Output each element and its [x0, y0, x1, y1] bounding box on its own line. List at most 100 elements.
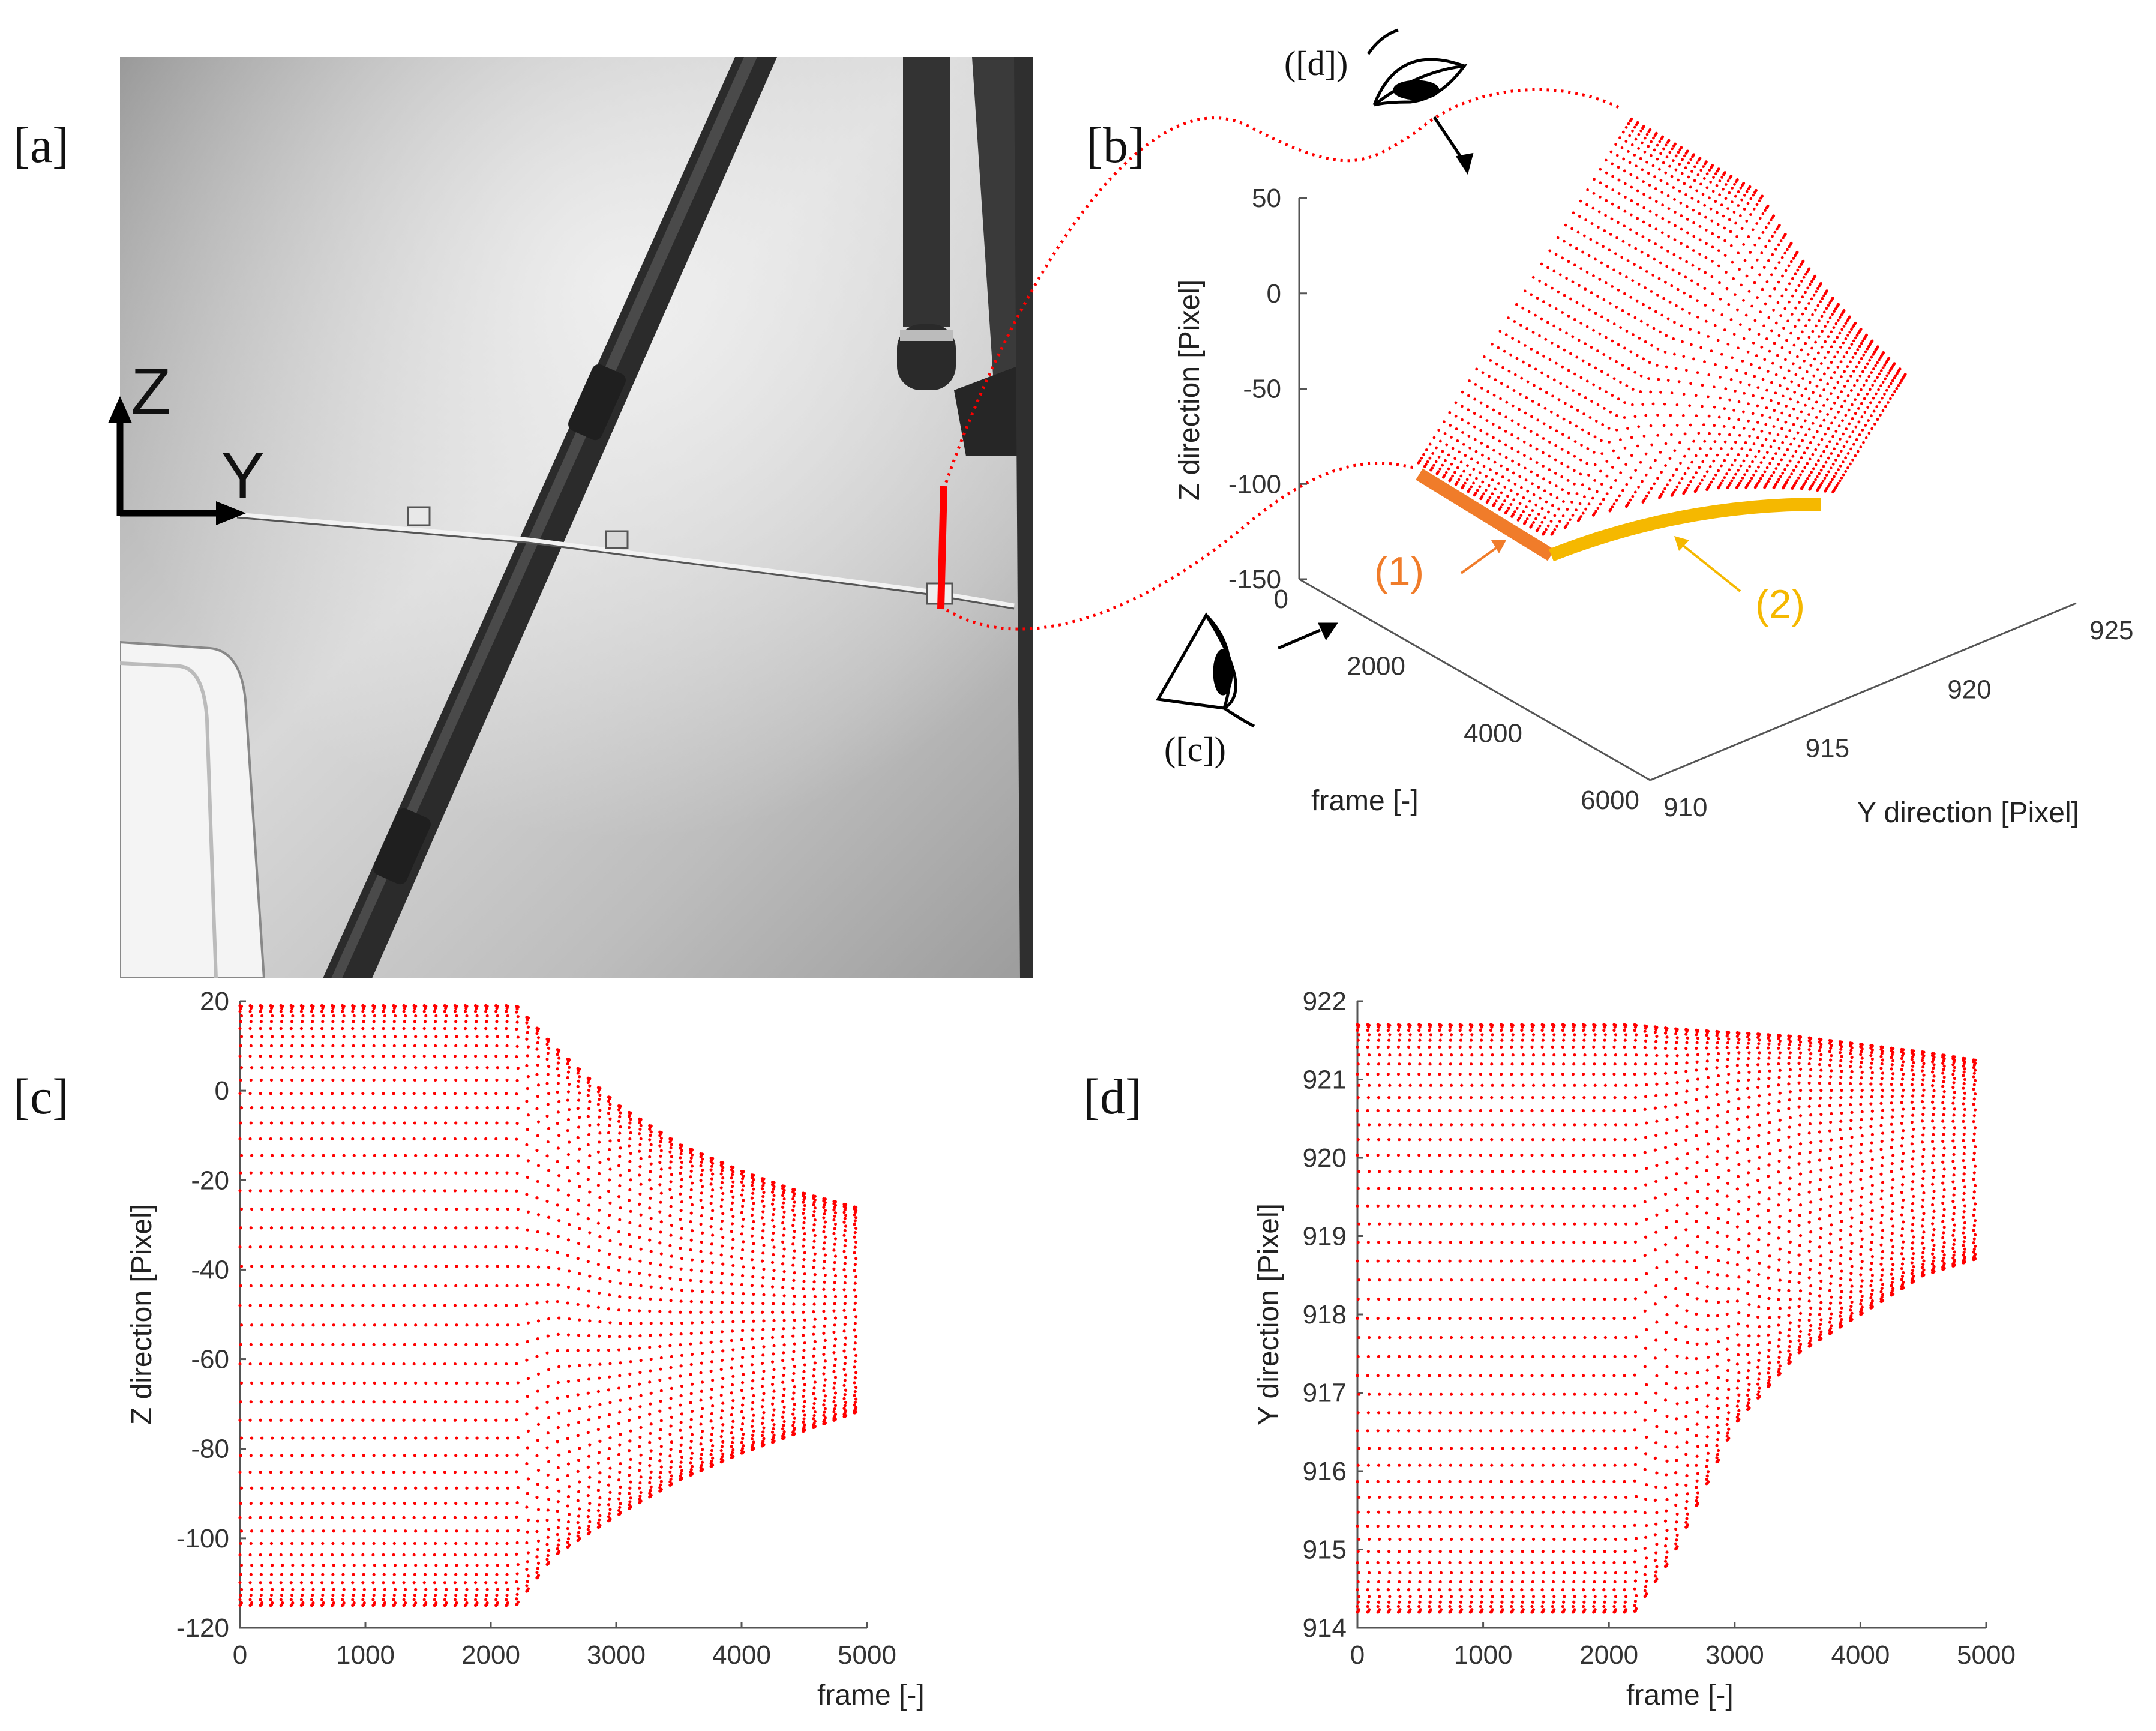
chart-b-point	[1761, 231, 1765, 234]
chart-b-point	[1839, 438, 1842, 441]
chart-b-point	[1765, 337, 1768, 340]
chart-c-point	[772, 1319, 776, 1323]
chart-c-point	[453, 1055, 457, 1058]
chart-c-point	[709, 1202, 713, 1205]
chart-c-point	[250, 1265, 254, 1268]
chart-b-point	[1467, 435, 1471, 438]
chart-b-point	[1491, 492, 1494, 496]
chart-c-point	[341, 1400, 345, 1404]
chart-c-point	[485, 1588, 489, 1591]
chart-c-point	[515, 1079, 519, 1082]
chart-b-point	[1772, 309, 1775, 312]
chart-c-point	[803, 1383, 806, 1386]
chart-c-point	[310, 1471, 314, 1474]
chart-c-point	[392, 1245, 395, 1249]
chart-c-point	[720, 1169, 724, 1172]
chart-b-point	[1662, 297, 1666, 300]
chart-c-point	[598, 1291, 601, 1295]
chart-c-point	[455, 1486, 458, 1490]
chart-b-point	[1418, 459, 1422, 463]
chart-c-point	[792, 1204, 796, 1208]
chart-b-point	[1519, 486, 1523, 489]
chart-b-point	[1588, 363, 1591, 366]
chart-c-point	[310, 1055, 314, 1058]
chart-b-point	[1842, 445, 1846, 448]
chart-c-point	[557, 1074, 561, 1077]
chart-b-point	[1501, 475, 1504, 478]
chart-b-point	[1555, 496, 1559, 499]
chart-c-point	[434, 1265, 438, 1268]
chart-c-point	[700, 1407, 704, 1410]
chart-c-point	[311, 1171, 314, 1175]
chart-b-point	[1737, 469, 1740, 472]
chart-c-point	[741, 1248, 745, 1252]
chart-b-point	[1884, 405, 1887, 408]
chart-b-point	[1798, 366, 1802, 370]
chart-c-point	[793, 1200, 796, 1204]
chart-b-point	[1783, 453, 1786, 457]
chart-c-point	[321, 1171, 325, 1175]
chart-c-point	[793, 1295, 796, 1298]
chart-b-point	[1713, 424, 1716, 427]
chart-c-point	[761, 1194, 765, 1199]
chart-b-point	[1645, 133, 1649, 136]
chart-b-point	[1719, 375, 1722, 379]
chart-b-point	[1828, 483, 1831, 486]
chart-c-point	[239, 1588, 244, 1591]
chart-c-point	[413, 1044, 417, 1047]
chart-b-point	[1462, 469, 1466, 473]
chart-b-point	[1822, 310, 1826, 314]
chart-c-point	[822, 1389, 826, 1393]
chart-c-point	[751, 1379, 755, 1383]
chart-c-point	[362, 1078, 365, 1082]
chart-b-point	[1635, 176, 1639, 180]
chart-b-point	[1681, 340, 1684, 343]
chart-c-point	[782, 1294, 786, 1298]
chart-b-point	[1757, 465, 1760, 469]
chart-c-point	[844, 1224, 848, 1228]
chart-c-point	[362, 1501, 365, 1505]
chart-c-point	[782, 1387, 786, 1391]
chart-c-point	[341, 1004, 344, 1008]
chart-c-point	[833, 1376, 838, 1379]
chart-b-point	[1745, 274, 1749, 278]
chart-c-point	[248, 1516, 252, 1519]
chart-b-point	[1450, 462, 1453, 466]
chart-c-point	[669, 1332, 673, 1337]
chart-c-point	[750, 1310, 754, 1314]
chart-c-point	[259, 1573, 263, 1576]
chart-c-point	[812, 1266, 815, 1269]
chart-c-point	[433, 1362, 436, 1366]
chart-c-point	[576, 1107, 580, 1110]
chart-c-point	[248, 1010, 252, 1013]
chart-b-point	[1519, 514, 1523, 517]
chart-b-point	[1833, 475, 1836, 478]
chart-c-point	[526, 1340, 529, 1343]
chart-c-point	[423, 1020, 427, 1023]
chart-b-point	[1752, 341, 1755, 345]
chart-c-point	[762, 1370, 766, 1373]
chart-c-point	[741, 1188, 745, 1192]
chart-b-point	[1815, 290, 1818, 293]
chart-c-point	[402, 1137, 406, 1141]
chart-c-point	[341, 1010, 344, 1013]
chart-c-point	[792, 1218, 796, 1222]
chart-b-point	[1727, 417, 1731, 420]
chart-c-point	[586, 1143, 590, 1147]
chart-c-point	[382, 1055, 385, 1058]
chart-c-point	[352, 1588, 356, 1591]
chart-b-point	[1786, 478, 1789, 482]
chart-b-point	[1706, 395, 1710, 399]
chart-b-point	[1554, 458, 1557, 462]
chart-c-point	[772, 1293, 776, 1297]
chart-c-point	[495, 1594, 499, 1597]
axis-arrows: Z Y	[108, 355, 265, 525]
chart-b-point	[1753, 281, 1756, 284]
chart-b-point	[1594, 420, 1598, 423]
chart-c-point	[404, 1436, 407, 1440]
chart-c-point	[772, 1389, 776, 1393]
chart-b-point	[1674, 168, 1678, 172]
chart-b-point	[1781, 236, 1785, 240]
chart-c-point	[792, 1278, 796, 1282]
chart-c-point	[445, 1486, 448, 1490]
